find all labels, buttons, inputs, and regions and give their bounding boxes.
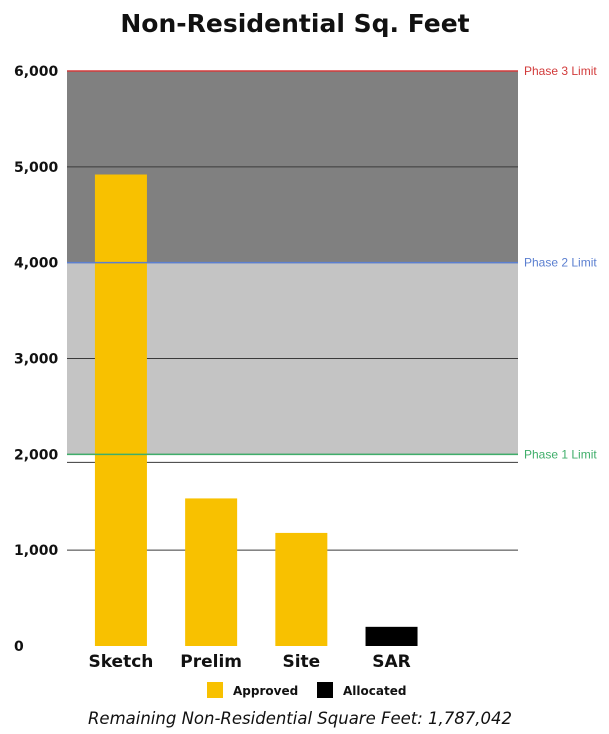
- chart-footer: Remaining Non-Residential Square Feet: 1…: [88, 709, 512, 728]
- chart-title: Non-Residential Sq. Feet: [120, 9, 469, 38]
- legend-label-allocated: Allocated: [343, 684, 406, 698]
- y-tick-label: 5,000: [14, 160, 59, 176]
- bar-approved-prelim: [185, 498, 238, 646]
- y-tick-label: 0: [14, 639, 24, 655]
- y-tick-label: 1,000: [14, 543, 59, 559]
- phase-1-label: Phase 1 Limit: [524, 447, 597, 461]
- x-tick-label: Site: [282, 652, 320, 672]
- phase-2-label: Phase 2 Limit: [524, 256, 597, 270]
- legend-swatch-approved: [207, 682, 223, 698]
- bar-allocated-sar: [365, 626, 418, 646]
- legend-swatch-allocated: [317, 682, 333, 698]
- x-tick-label: Prelim: [180, 652, 242, 672]
- y-tick-label: 4,000: [14, 256, 59, 272]
- y-tick-label: 3,000: [14, 352, 59, 368]
- y-tick-label: 6,000: [14, 64, 59, 80]
- x-tick-label: SAR: [372, 652, 411, 672]
- y-tick-label: 2,000: [14, 447, 59, 463]
- phase-3-label: Phase 3 Limit: [524, 64, 597, 78]
- x-tick-label: Sketch: [88, 652, 153, 672]
- bar-approved-site: [275, 532, 328, 646]
- bar-approved-sketch: [94, 174, 147, 646]
- legend-label-approved: Approved: [233, 684, 298, 698]
